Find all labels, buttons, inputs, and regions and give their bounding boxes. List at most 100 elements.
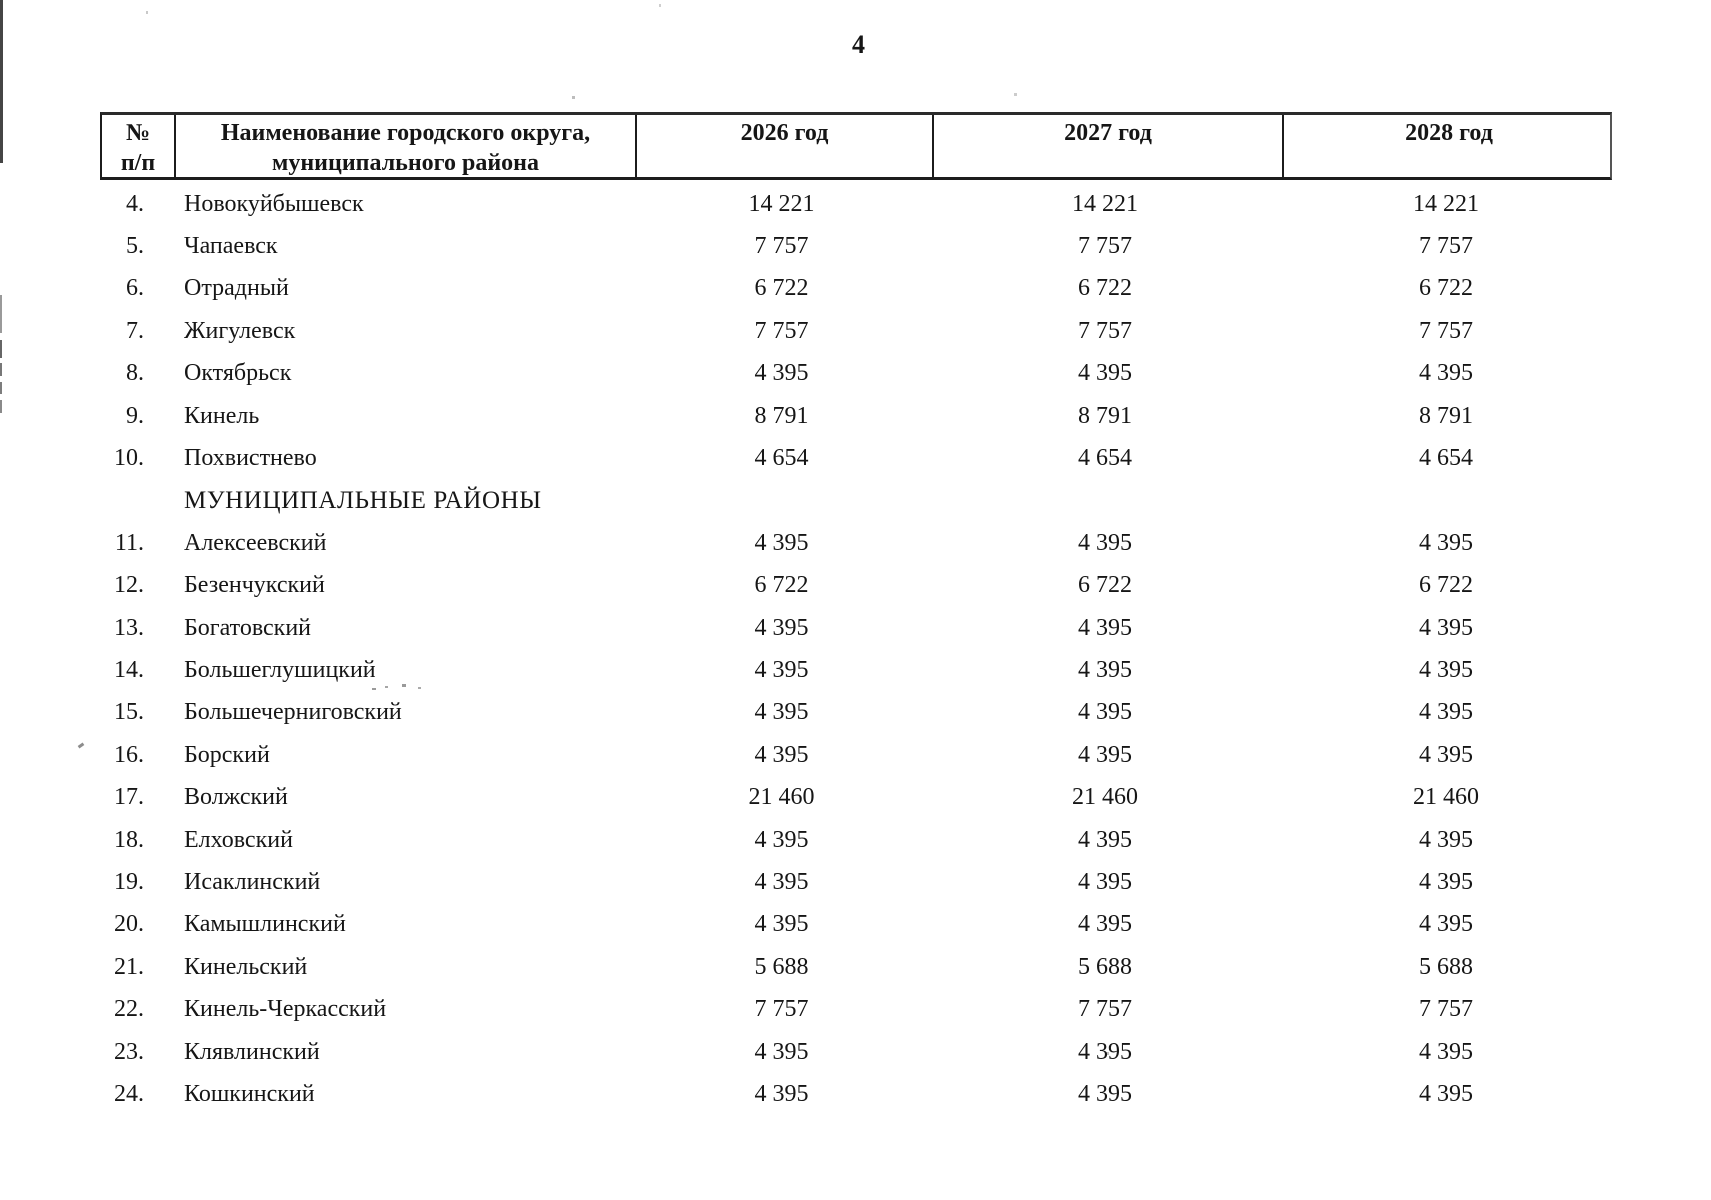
cell-district-name: Кинельский	[184, 953, 308, 980]
cell-row-number: 21.	[114, 953, 144, 980]
cell-district-name: Богатовский	[184, 614, 312, 641]
cell-row-number: 12.	[114, 572, 144, 599]
cell-district-name: Большеглушицкий	[184, 656, 376, 683]
cell-2027-value: 4 654	[1078, 445, 1132, 472]
table-row: 23. Клявлинский 4 395 4 395 4 395	[100, 1031, 1612, 1073]
table-row: 18. Елховский 4 395 4 395 4 395	[100, 819, 1612, 861]
cell-district-name: Исаклинский	[184, 868, 321, 895]
cell-2028-value: 7 757	[1419, 996, 1473, 1023]
cell-2028-value: 7 757	[1419, 317, 1473, 344]
cell-2027-value: 4 395	[1078, 868, 1132, 895]
cell-2026-value: 4 395	[754, 699, 809, 726]
cell-2027-value: 14 221	[1072, 190, 1138, 217]
cell-row-number: 24.	[114, 1080, 144, 1107]
cell-row-number: 20.	[114, 911, 144, 938]
cell-row-number: 23.	[114, 1038, 144, 1065]
cell-row-number: 5.	[126, 233, 144, 260]
cell-2026-value: 6 722	[754, 572, 809, 599]
cell-2028-value: 7 757	[1419, 233, 1473, 260]
cell-2026-value: 4 395	[754, 1080, 809, 1107]
scan-artifact-left-edge-segment	[0, 340, 2, 358]
cell-2026-value: 21 460	[748, 784, 815, 811]
cell-district-name: Чапаевск	[184, 233, 278, 260]
header-year-2026-label: 2026 год	[740, 120, 829, 146]
cell-row-number: 22.	[114, 996, 144, 1023]
cell-row-number: 6.	[126, 275, 144, 302]
table-row: 5. Чапаевск 7 757 7 757 7 757	[100, 225, 1612, 267]
scan-artifact-speck	[1014, 93, 1017, 96]
cell-district-name: Борский	[184, 741, 270, 768]
cell-2027-value: 7 757	[1078, 996, 1132, 1023]
cell-2028-value: 4 395	[1419, 529, 1473, 556]
section-heading: МУНИЦИПАЛЬНЫЕ РАЙОНЫ	[184, 486, 542, 514]
scan-artifact-speck	[146, 11, 148, 14]
cell-district-name: Клявлинский	[184, 1038, 320, 1065]
cell-2026-value: 4 395	[754, 360, 809, 387]
cell-2028-value: 4 395	[1419, 741, 1473, 768]
cell-district-name: Новокуйбышевск	[184, 190, 364, 217]
cell-row-number: 8.	[126, 360, 144, 387]
cell-2027-value: 7 757	[1078, 233, 1132, 260]
cell-row-number: 11.	[114, 529, 144, 556]
cell-2028-value: 4 395	[1419, 656, 1473, 683]
cell-2027-value: 4 395	[1078, 1038, 1132, 1065]
cell-district-name: Кинель	[184, 402, 260, 429]
cell-2026-value: 4 395	[754, 911, 809, 938]
cell-district-name: Волжский	[184, 784, 288, 811]
cell-district-name: Кинель-Черкасский	[184, 996, 387, 1023]
table-header-row: № п/п Наименование городского округа, му…	[100, 112, 1612, 180]
table-row: 19. Исаклинский 4 395 4 395 4 395	[100, 861, 1612, 903]
cell-2027-value: 4 395	[1078, 656, 1132, 683]
cell-2028-value: 5 688	[1419, 953, 1473, 980]
table-row: 15. Большечерниговский 4 395 4 395 4 395	[100, 692, 1612, 734]
table-row: 10. Похвистнево 4 654 4 654 4 654	[100, 437, 1612, 479]
header-cell-year-2026: 2026 год	[635, 115, 932, 178]
cell-row-number: 7.	[126, 317, 144, 344]
cell-2027-value: 7 757	[1078, 317, 1132, 344]
cell-2026-value: 7 757	[754, 233, 809, 260]
header-cell-year-2027: 2027 год	[932, 115, 1282, 178]
cell-row-number: 14.	[114, 656, 144, 683]
cell-district-name: Похвистнево	[184, 445, 317, 472]
cell-district-name: Безенчукский	[184, 572, 325, 599]
header-num-line2: п/п	[120, 150, 156, 176]
scan-artifact-left-edge-dash	[0, 382, 2, 394]
table-row: 11. Алексеевский 4 395 4 395 4 395	[100, 522, 1612, 564]
cell-2027-value: 4 395	[1078, 360, 1132, 387]
cell-district-name: Большечерниговский	[184, 699, 402, 726]
table-row: 22. Кинель-Черкасский 7 757 7 757 7 757	[100, 988, 1612, 1030]
cell-2026-value: 7 757	[754, 996, 809, 1023]
header-year-2027-label: 2027 год	[1064, 120, 1152, 146]
header-num-line1: №	[125, 120, 151, 146]
header-cell-year-2028: 2028 год	[1282, 115, 1614, 178]
header-name-line1: Наименование городского округа,	[220, 120, 591, 146]
cell-district-name: Отрадный	[184, 275, 289, 302]
table-row: 12. Безенчукский 6 722 6 722 6 722	[100, 565, 1612, 607]
table-row: 7. Жигулевск 7 757 7 757 7 757	[100, 310, 1612, 352]
cell-2028-value: 6 722	[1419, 572, 1473, 599]
cell-2028-value: 4 395	[1419, 699, 1473, 726]
cell-2028-value: 4 395	[1419, 868, 1473, 895]
cell-row-number: 16.	[114, 741, 144, 768]
scan-artifact-left-edge-segment	[0, 295, 2, 333]
cell-district-name: Елховский	[184, 826, 293, 853]
scan-artifact-left-edge-dash	[0, 400, 2, 413]
cell-district-name: Жигулевск	[184, 317, 296, 344]
cell-2027-value: 6 722	[1078, 275, 1132, 302]
scan-artifact-tick	[77, 742, 85, 749]
cell-row-number: 10.	[114, 445, 144, 472]
table-row: 14. Большеглушицкий 4 395 4 395 4 395	[100, 649, 1612, 691]
cell-2026-value: 6 722	[754, 275, 809, 302]
table-row: 24. Кошкинский 4 395 4 395 4 395	[100, 1073, 1612, 1115]
scan-artifact-speck	[659, 4, 661, 7]
cell-district-name: Октябрьск	[184, 360, 292, 387]
cell-2027-value: 8 791	[1078, 402, 1132, 429]
cell-2027-value: 4 395	[1078, 826, 1132, 853]
scan-artifact-speck	[572, 96, 575, 99]
cell-2026-value: 4 395	[754, 1038, 809, 1065]
cell-row-number: 9.	[126, 402, 144, 429]
table-row: 4. Новокуйбышевск 14 221 14 221 14 221	[100, 183, 1612, 225]
cell-2026-value: 4 395	[754, 868, 809, 895]
cell-2027-value: 4 395	[1078, 614, 1132, 641]
cell-row-number: 19.	[114, 868, 144, 895]
